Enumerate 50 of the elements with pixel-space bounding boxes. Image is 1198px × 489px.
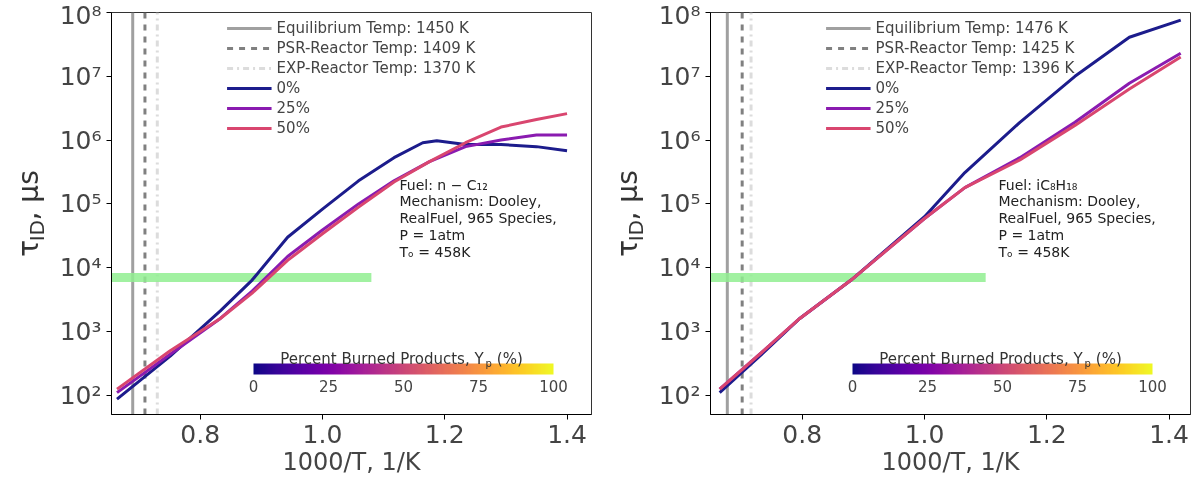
legend-label: 25% bbox=[875, 99, 909, 117]
color-bar-label: 0 bbox=[847, 377, 858, 396]
x-axis-title: 1000/T, 1/K bbox=[881, 447, 1021, 476]
color-bar-label: 25 bbox=[917, 377, 938, 396]
legend-label: 25% bbox=[276, 99, 310, 117]
x-tick-label: 1.4 bbox=[1149, 419, 1189, 449]
x-tick-label: 1.4 bbox=[547, 419, 587, 449]
y-tick-label: 10⁴ bbox=[59, 253, 102, 283]
color-bar-label: 75 bbox=[1067, 377, 1088, 396]
legend-label: PSR-Reactor Temp: 1425 K bbox=[875, 39, 1075, 57]
y-tick-label: 10² bbox=[658, 380, 701, 410]
legend-label: Equilibrium Temp: 1476 K bbox=[875, 19, 1068, 37]
legend-label: 0% bbox=[276, 79, 301, 97]
y-tick-label: 10⁶ bbox=[658, 125, 701, 155]
annotation: Fuel: n − C₁₂ Mechanism: Dooley, RealFuel, 965 Species, P = 1atm Tₒ = 458K bbox=[398, 176, 557, 260]
legend-label: 50% bbox=[875, 119, 909, 137]
color-bar-label: 25 bbox=[318, 377, 339, 396]
y-axis-title: τID, μs bbox=[12, 170, 49, 257]
x-tick-label: 1.2 bbox=[1026, 419, 1067, 449]
y-tick-label: 10⁵ bbox=[59, 189, 102, 219]
y-tick-label: 10⁵ bbox=[658, 189, 701, 219]
color-bar-label: 50 bbox=[992, 377, 1013, 396]
y-tick-label: 10⁶ bbox=[59, 125, 102, 155]
legend-label: EXP-Reactor Temp: 1370 K bbox=[276, 59, 476, 77]
y-tick-label: 10⁷ bbox=[59, 61, 102, 91]
color-bar-label: 50 bbox=[393, 377, 414, 396]
y-tick-label: 10⁷ bbox=[658, 61, 701, 91]
y-tick-label: 10⁸ bbox=[658, 0, 701, 30]
color-bar-label: 0 bbox=[248, 377, 259, 396]
x-tick-label: 1.0 bbox=[302, 419, 343, 449]
color-bar-label: 100 bbox=[1138, 377, 1167, 396]
x-tick-label: 1.0 bbox=[904, 419, 945, 449]
color-bar-label: 100 bbox=[539, 377, 568, 396]
y-tick-label: 10³ bbox=[59, 317, 102, 346]
x-tick-label: 1.2 bbox=[424, 419, 465, 449]
y-tick-label: 10⁸ bbox=[59, 0, 102, 30]
legend-label: 50% bbox=[276, 119, 310, 137]
y-axis-title: τID, μs bbox=[611, 170, 648, 257]
y-tick-label: 10⁴ bbox=[658, 253, 701, 283]
x-axis-title: 1000/T, 1/K bbox=[282, 447, 422, 476]
x-tick-label: 0.8 bbox=[180, 419, 221, 449]
legend-label: Equilibrium Temp: 1450 K bbox=[276, 19, 469, 37]
legend-label: PSR-Reactor Temp: 1409 K bbox=[276, 39, 476, 57]
y-tick-label: 10³ bbox=[658, 317, 701, 346]
color-bar-label: 75 bbox=[468, 377, 489, 396]
x-tick-label: 0.8 bbox=[782, 419, 823, 449]
y-tick-label: 10² bbox=[59, 380, 102, 410]
annotation: Fuel: iC₈H₁₈ Mechanism: Dooley, RealFuel, 965 Species, P = 1atm Tₒ = 458K bbox=[997, 176, 1156, 260]
legend-label: 0% bbox=[875, 79, 900, 97]
legend-label: EXP-Reactor Temp: 1396 K bbox=[875, 59, 1075, 77]
